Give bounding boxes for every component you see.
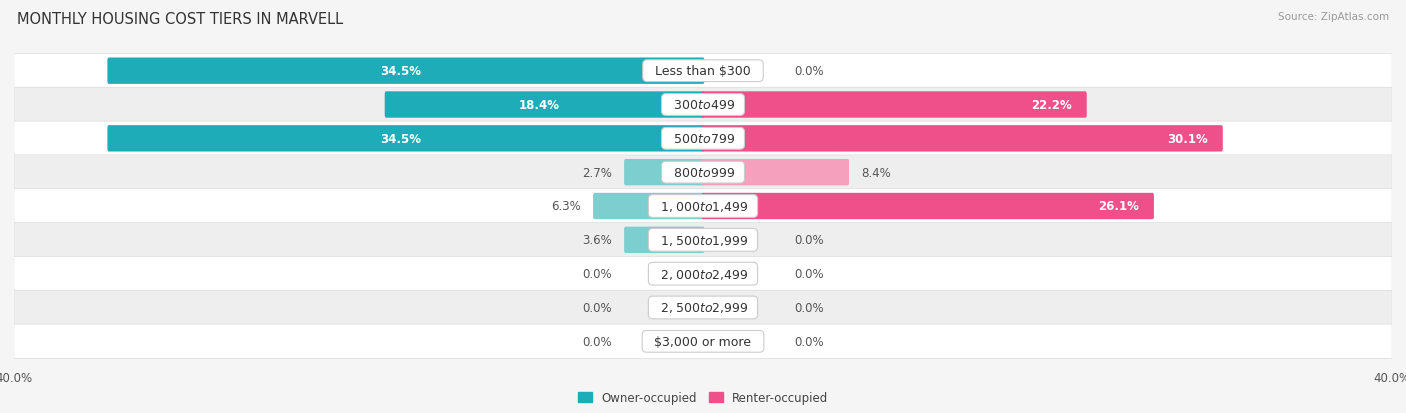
FancyBboxPatch shape [702, 126, 1223, 152]
Text: 30.1%: 30.1% [1167, 133, 1208, 145]
Text: Source: ZipAtlas.com: Source: ZipAtlas.com [1278, 12, 1389, 22]
Text: 3.6%: 3.6% [582, 234, 612, 247]
Text: $500 to $799: $500 to $799 [666, 133, 740, 145]
FancyBboxPatch shape [107, 58, 704, 85]
Text: 6.3%: 6.3% [551, 200, 581, 213]
Text: 8.4%: 8.4% [862, 166, 891, 179]
Text: 18.4%: 18.4% [519, 99, 560, 112]
Text: 0.0%: 0.0% [794, 301, 824, 314]
Text: 0.0%: 0.0% [794, 268, 824, 280]
FancyBboxPatch shape [702, 159, 849, 186]
Text: 26.1%: 26.1% [1098, 200, 1139, 213]
FancyBboxPatch shape [14, 324, 1392, 359]
Text: $800 to $999: $800 to $999 [666, 166, 740, 179]
Text: 0.0%: 0.0% [794, 335, 824, 348]
Text: $1,000 to $1,499: $1,000 to $1,499 [652, 199, 754, 214]
FancyBboxPatch shape [14, 122, 1392, 156]
FancyBboxPatch shape [14, 290, 1392, 325]
Text: 2.7%: 2.7% [582, 166, 612, 179]
Text: Less than $300: Less than $300 [647, 65, 759, 78]
FancyBboxPatch shape [702, 193, 1154, 220]
Text: $300 to $499: $300 to $499 [666, 99, 740, 112]
Text: $3,000 or more: $3,000 or more [647, 335, 759, 348]
FancyBboxPatch shape [14, 257, 1392, 291]
Text: 22.2%: 22.2% [1031, 99, 1071, 112]
Text: $1,500 to $1,999: $1,500 to $1,999 [652, 233, 754, 247]
FancyBboxPatch shape [107, 126, 704, 152]
FancyBboxPatch shape [14, 54, 1392, 89]
FancyBboxPatch shape [624, 227, 704, 254]
FancyBboxPatch shape [14, 223, 1392, 257]
Text: 0.0%: 0.0% [582, 301, 612, 314]
FancyBboxPatch shape [385, 92, 704, 119]
Text: MONTHLY HOUSING COST TIERS IN MARVELL: MONTHLY HOUSING COST TIERS IN MARVELL [17, 12, 343, 27]
FancyBboxPatch shape [14, 189, 1392, 224]
Legend: Owner-occupied, Renter-occupied: Owner-occupied, Renter-occupied [574, 388, 832, 408]
FancyBboxPatch shape [14, 156, 1392, 190]
FancyBboxPatch shape [593, 193, 704, 220]
Text: $2,000 to $2,499: $2,000 to $2,499 [652, 267, 754, 281]
Text: 0.0%: 0.0% [794, 65, 824, 78]
Text: 0.0%: 0.0% [582, 268, 612, 280]
Text: 0.0%: 0.0% [794, 234, 824, 247]
FancyBboxPatch shape [624, 159, 704, 186]
FancyBboxPatch shape [14, 88, 1392, 123]
Text: 34.5%: 34.5% [380, 133, 422, 145]
Text: $2,500 to $2,999: $2,500 to $2,999 [652, 301, 754, 315]
FancyBboxPatch shape [702, 92, 1087, 119]
Text: 34.5%: 34.5% [380, 65, 422, 78]
Text: 0.0%: 0.0% [582, 335, 612, 348]
